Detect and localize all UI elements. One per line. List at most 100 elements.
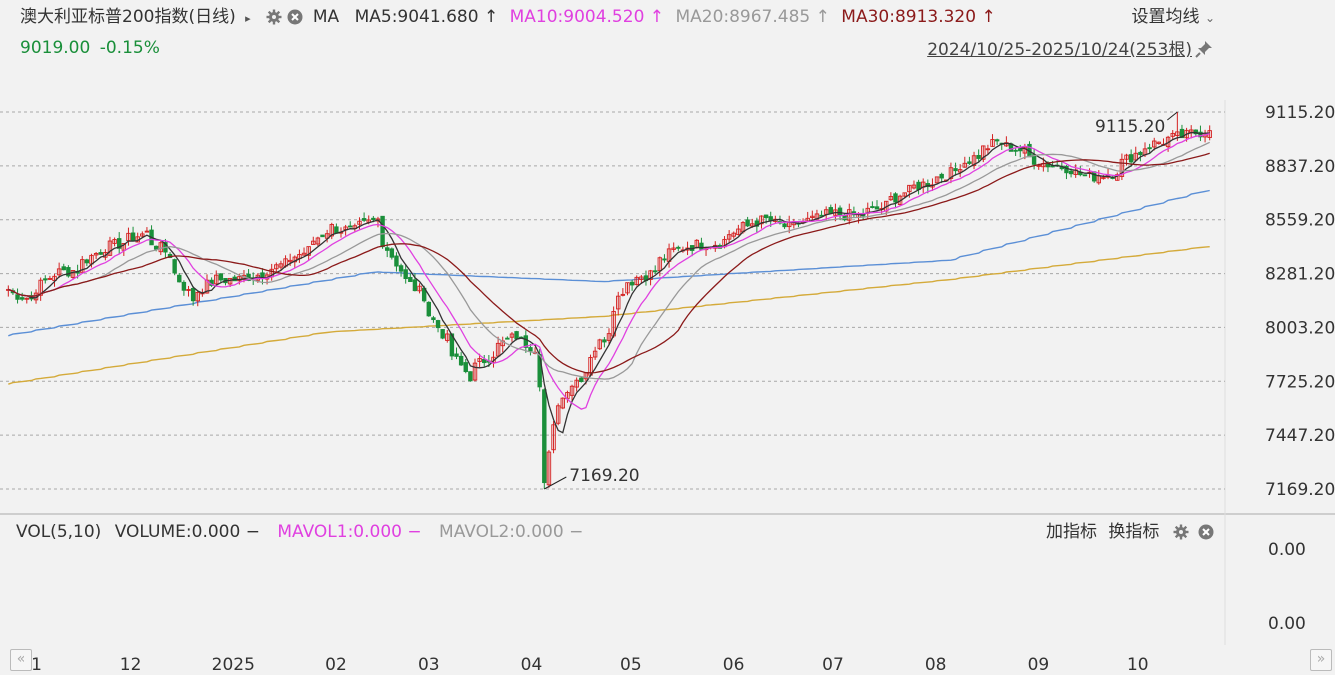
candle-body xyxy=(47,277,53,280)
indicator-close-icon[interactable] xyxy=(1198,524,1214,540)
candle-body xyxy=(1082,174,1088,177)
candle-body xyxy=(477,358,482,362)
scroll-right-button[interactable]: » xyxy=(1310,649,1332,671)
candle-body xyxy=(1128,154,1134,163)
candle-body xyxy=(274,264,279,270)
scroll-left-button[interactable]: « xyxy=(10,649,32,671)
candle-body xyxy=(699,242,704,250)
candle-body xyxy=(1124,154,1129,160)
candle-body xyxy=(227,277,233,285)
indicator-gear-icon[interactable] xyxy=(1173,524,1189,540)
candle-body xyxy=(967,161,972,164)
title-expand-icon[interactable]: ▸ xyxy=(245,12,251,25)
candle-body xyxy=(629,281,635,286)
close-icon[interactable] xyxy=(287,9,303,25)
candle-body xyxy=(380,215,385,248)
candle-body xyxy=(130,232,136,242)
candle-body xyxy=(292,256,297,263)
gear-icon[interactable] xyxy=(266,9,282,25)
candle-body xyxy=(440,329,445,339)
candle-body xyxy=(301,252,307,256)
ma-long1-line xyxy=(8,189,1210,337)
candle-body xyxy=(759,215,764,225)
candle-body xyxy=(888,196,894,201)
x-tick-label: 09 xyxy=(1028,655,1050,675)
candle-body xyxy=(408,277,413,283)
candle-body xyxy=(893,193,898,203)
ma-settings-button[interactable]: 设置均线 ⌄ xyxy=(1132,7,1215,28)
candle-body xyxy=(389,248,395,258)
candle-body xyxy=(620,293,626,296)
ma-settings-label: 设置均线 xyxy=(1131,7,1200,27)
ma10-arrow: ↑ xyxy=(649,7,665,27)
candle-body xyxy=(597,339,602,350)
candle-body xyxy=(1133,152,1138,161)
candle-body xyxy=(555,405,561,424)
candle-body xyxy=(315,237,321,245)
x-tick-label: 05 xyxy=(620,655,642,675)
candle-body xyxy=(1031,154,1037,165)
candle-body xyxy=(962,162,967,168)
candle-body xyxy=(957,169,963,173)
candle-body xyxy=(19,297,25,300)
candle-body xyxy=(542,389,547,484)
candle-body xyxy=(1152,140,1157,148)
candle-body xyxy=(971,155,977,166)
candle-body xyxy=(1091,171,1097,182)
candle-body xyxy=(1193,129,1199,135)
candle-body xyxy=(653,270,658,273)
ma30-line xyxy=(8,152,1210,374)
candle-body xyxy=(52,275,57,281)
candle-body xyxy=(214,274,219,285)
y-tick-label: 8837.20 xyxy=(1265,157,1335,177)
candle-body xyxy=(43,278,48,281)
candle-body xyxy=(190,288,196,302)
chart-title: 澳大利亚标普200指数(日线) xyxy=(20,7,236,27)
candle-body xyxy=(306,246,311,256)
date-range[interactable]: 2024/10/25-2025/10/24(253根) xyxy=(927,40,1192,60)
current-price: 9019.00 xyxy=(20,38,91,58)
candle-body xyxy=(1198,131,1203,138)
candle-body xyxy=(509,333,515,338)
add-indicator-button[interactable]: 加指标 xyxy=(1046,522,1097,542)
candle-body xyxy=(902,192,907,197)
x-tick-label: 08 xyxy=(925,655,947,675)
ma20-arrow: ↑ xyxy=(815,7,830,27)
candle-body xyxy=(579,377,584,382)
vol-ytick-bottom: 0.00 xyxy=(1268,614,1306,634)
candle-body xyxy=(329,224,334,237)
candle-body xyxy=(153,245,159,250)
switch-indicator-button[interactable]: 换指标 xyxy=(1108,522,1160,542)
candle-body xyxy=(412,279,418,292)
candle-body xyxy=(551,424,556,451)
price-change: -0.15% xyxy=(99,38,160,58)
candle-body xyxy=(574,379,579,388)
candle-body xyxy=(976,155,981,159)
volume-dash: − xyxy=(245,522,260,542)
x-tick-label: 03 xyxy=(418,655,440,675)
candle-body xyxy=(403,269,408,280)
x-tick-label: 06 xyxy=(723,655,745,675)
ma20-line xyxy=(8,141,1210,380)
candle-body xyxy=(560,397,565,409)
x-tick-label: 02 xyxy=(325,655,347,675)
candle-body xyxy=(1018,148,1023,152)
y-tick-label: 9115.20 xyxy=(1265,103,1335,123)
candle-body xyxy=(648,270,653,280)
ma5-arrow: ↑ xyxy=(483,7,499,27)
candle-body xyxy=(56,268,62,276)
candle-body xyxy=(662,258,667,261)
candle-body xyxy=(468,371,473,382)
indicator-controls: 加指标 换指标 xyxy=(1046,522,1214,542)
candle-body xyxy=(911,184,917,189)
candle-body xyxy=(750,223,755,227)
candle-body xyxy=(1156,141,1162,144)
candle-body xyxy=(1068,170,1074,175)
candle-body xyxy=(994,139,1000,142)
low-label: 7169.20 xyxy=(569,466,639,486)
pin-icon[interactable] xyxy=(1195,40,1213,62)
x-tick-label: 04 xyxy=(521,655,543,675)
candle-body xyxy=(482,358,487,364)
chart-header: 澳大利亚标普200指数(日线) ▸ MA MA5:9041.680 ↑ MA10… xyxy=(20,7,996,29)
